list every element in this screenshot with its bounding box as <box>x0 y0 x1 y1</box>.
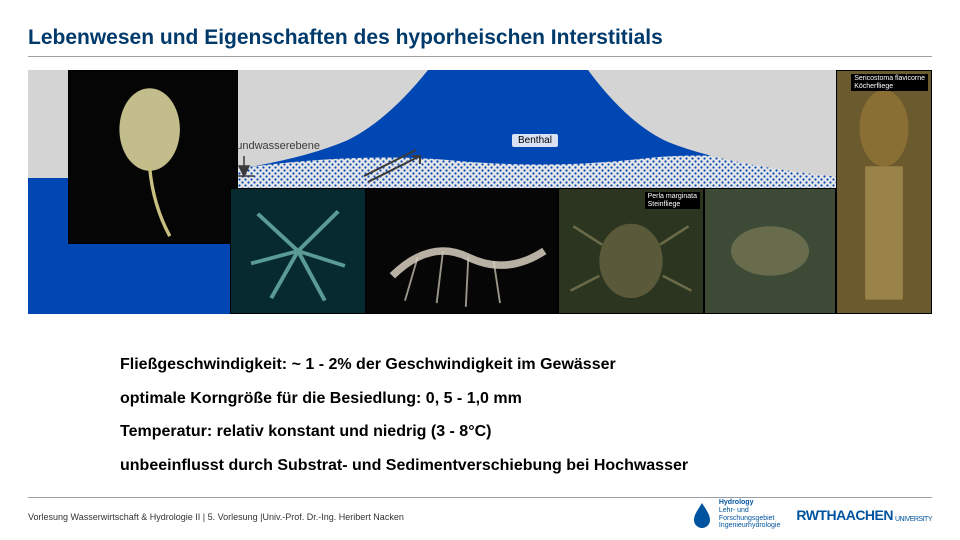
photo-organism-5: Perla marginataSteinfliege <box>558 188 704 314</box>
logo-rwth-main: RWTHAACHEN <box>796 507 893 523</box>
photo-organism-4 <box>366 188 558 314</box>
slide-title: Lebenwesen und Eigenschaften des hyporhe… <box>28 26 663 50</box>
logo-hydro-title: Hydrology <box>719 499 781 507</box>
footer-rule <box>28 497 932 498</box>
photo-organism-1 <box>68 70 238 244</box>
photo-caption: Sericostoma flavicorneKöcherfliege <box>851 74 928 91</box>
logo-rwth: RWTHAACHEN UNIVERSITY <box>796 507 932 523</box>
bullet-item: unbeeinflusst durch Substrat- und Sedime… <box>120 453 900 479</box>
bullet-item: Temperatur: relativ konstant und niedrig… <box>120 419 900 445</box>
slide: Lebenwesen und Eigenschaften des hyporhe… <box>0 0 960 540</box>
label-benthal: Benthal <box>512 134 558 147</box>
label-groundwater: Grundwasserebene <box>224 140 320 152</box>
organism-placeholder-icon <box>837 71 931 313</box>
bullet-item: optimale Korngröße für die Besiedlung: 0… <box>120 386 900 412</box>
logo-rwth-sub: UNIVERSITY <box>895 516 932 523</box>
logo-hydrology: Hydrology Lehr- undForschungsgebietIngen… <box>691 499 781 530</box>
organism-placeholder-icon <box>69 71 237 243</box>
logo-hydro-sub: Lehr- undForschungsgebietIngenieurhydrol… <box>719 507 781 530</box>
diagram-area: Grundwasserebene Benthal Sericostoma fla… <box>28 70 932 314</box>
title-rule <box>28 56 932 57</box>
droplet-icon <box>691 501 713 529</box>
bullet-item: Fließgeschwindigkeit: ~ 1 - 2% der Gesch… <box>120 352 900 378</box>
bullet-list: Fließgeschwindigkeit: ~ 1 - 2% der Gesch… <box>120 352 900 486</box>
photo-caption: Perla marginataSteinfliege <box>645 192 700 209</box>
organism-placeholder-icon <box>231 189 365 313</box>
logo-area: Hydrology Lehr- undForschungsgebietIngen… <box>691 499 932 530</box>
photo-organism-3 <box>230 188 366 314</box>
organism-placeholder-icon <box>367 189 557 313</box>
organism-placeholder-icon <box>705 189 835 313</box>
footer-text: Vorlesung Wasserwirtschaft & Hydrologie … <box>28 512 404 522</box>
photo-organism-2: Sericostoma flavicorneKöcherfliege <box>836 70 932 314</box>
photo-organism-6 <box>704 188 836 314</box>
